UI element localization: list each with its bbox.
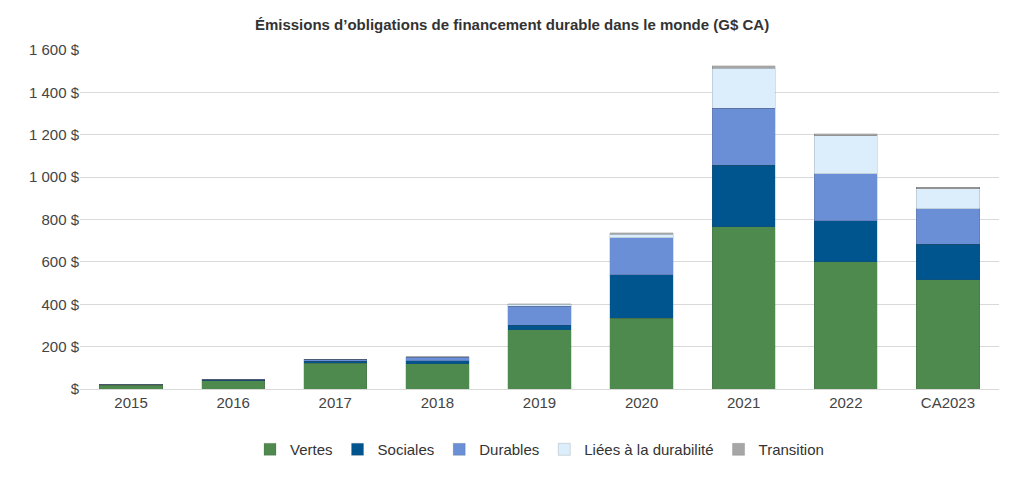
- svg-text:2021: 2021: [727, 394, 760, 411]
- svg-text:Durables: Durables: [479, 441, 539, 458]
- svg-text:1 600 $: 1 600 $: [29, 41, 80, 58]
- svg-text:600 $: 600 $: [41, 253, 79, 270]
- svg-text:2015: 2015: [114, 394, 147, 411]
- svg-text:Émissions d’obligations de fin: Émissions d’obligations de financement d…: [255, 16, 769, 33]
- svg-text:1 200 $: 1 200 $: [29, 126, 80, 143]
- svg-text:800 $: 800 $: [41, 211, 79, 228]
- svg-text:2016: 2016: [216, 394, 249, 411]
- svg-text:1 400 $: 1 400 $: [29, 84, 80, 101]
- svg-text:$: $: [71, 380, 80, 397]
- svg-text:2017: 2017: [319, 394, 352, 411]
- svg-text:CA2023: CA2023: [921, 394, 975, 411]
- svg-text:Sociales: Sociales: [378, 441, 435, 458]
- svg-text:400 $: 400 $: [41, 296, 79, 313]
- svg-text:200 $: 200 $: [41, 338, 79, 355]
- svg-text:2020: 2020: [625, 394, 658, 411]
- svg-text:Transition: Transition: [759, 441, 824, 458]
- svg-text:2019: 2019: [523, 394, 556, 411]
- svg-text:2018: 2018: [421, 394, 454, 411]
- svg-text:Liées à la durabilité: Liées à la durabilité: [584, 441, 713, 458]
- svg-text:Vertes: Vertes: [290, 441, 333, 458]
- svg-text:2022: 2022: [829, 394, 862, 411]
- svg-text:1 000 $: 1 000 $: [29, 168, 80, 185]
